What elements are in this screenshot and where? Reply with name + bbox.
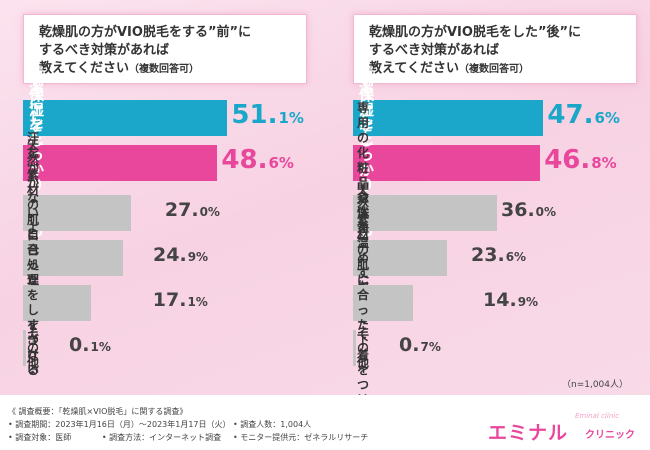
bar (353, 285, 413, 321)
bar-label: 天然素材の肌に合った 下着をつける (357, 183, 370, 422)
bar (353, 330, 356, 366)
bar-value: 48. 6% (221, 145, 294, 181)
value-decimal: 1% (90, 340, 111, 354)
value-decimal: 1% (278, 109, 304, 127)
bar (23, 100, 228, 136)
survey-people: • 調査人数：1,004人 (233, 420, 312, 429)
bar-label: 自己処理をしすぎない (27, 228, 40, 377)
bar (353, 240, 448, 276)
bar-value: 51. 1% (231, 100, 304, 136)
bar (353, 195, 497, 231)
bar-value: 47. 6% (547, 100, 620, 136)
sample-size-note: （n=1,004人） (561, 380, 628, 390)
bar-value: 23. 6% (471, 240, 526, 276)
title-line-3: 教えてください (39, 61, 129, 76)
survey-summary: 《 調査概要：「乾燥肌×VIO脱毛」に関する調査》 • 調査期間：2023年1月… (8, 405, 368, 444)
bar-value: 14. 9% (483, 285, 538, 321)
bar-label: その他 (357, 325, 370, 370)
survey-heading: 《 調査概要：「乾燥肌×VIO脱毛」に関する調査》 (8, 407, 188, 416)
value-decimal: 1% (187, 295, 208, 309)
value-integer: 0. (399, 334, 420, 356)
logo-main-text: エミナル (488, 422, 569, 444)
survey-provider: • モニター提供元：ゼネラルリサーチ (233, 433, 369, 442)
value-integer: 14. (483, 289, 517, 311)
value-integer: 0. (69, 334, 90, 356)
bar (23, 240, 123, 276)
title-subtitle: （複数回答可） (128, 64, 199, 75)
survey-target: • 調査対象：医師 (8, 433, 72, 442)
bar (23, 330, 26, 366)
value-integer: 51. (231, 100, 278, 130)
bar-value: 27. 0% (165, 195, 220, 231)
value-integer: 48. (221, 145, 268, 175)
value-decimal: 6% (268, 154, 294, 172)
bar-label: その他 (27, 325, 40, 370)
value-integer: 23. (471, 244, 505, 266)
value-decimal: 6% (505, 250, 527, 264)
bar-value: 0. 7% (399, 330, 441, 366)
question-box-after: 乾燥肌の方がVIO脱毛をした”後”に するべき対策があれば 教えてください（複数… (353, 14, 637, 84)
title-subtitle: （複数回答可） (458, 64, 529, 75)
bar-value: 46. 8% (544, 145, 617, 181)
bar (23, 145, 218, 181)
title-line-2: するべき対策があれば (39, 43, 170, 58)
survey-period: • 調査期間：2023年1月16日（月）～2023年1月17日（火） (8, 420, 231, 429)
value-decimal: 9% (517, 295, 539, 309)
value-integer: 47. (547, 100, 594, 130)
bar-value: 17. 1% (153, 285, 208, 321)
title-line-3: 教えてください (369, 61, 459, 76)
logo-sub-text: クリニック (585, 430, 635, 441)
value-decimal: 0% (535, 205, 557, 219)
chart-after: 乾燥肌の方がVIO脱毛をした”後”に するべき対策があれば 教えてください（複数… (345, 0, 645, 422)
chart-before: 乾燥肌の方がVIO脱毛をする”前”に するべき対策があれば 教えてください（複数… (15, 0, 315, 385)
value-decimal: 9% (187, 250, 209, 264)
title-line-2: するべき対策があれば (369, 43, 500, 58)
question-box-before: 乾燥肌の方がVIO脱毛をする”前”に するべき対策があれば 教えてください（複数… (23, 14, 307, 84)
survey-method: • 調査方法：インターネット調査 (101, 433, 222, 442)
value-integer: 24. (153, 244, 187, 266)
bar (23, 285, 92, 321)
value-decimal: 0% (199, 205, 220, 219)
value-integer: 46. (544, 145, 591, 175)
value-integer: 36. (501, 199, 535, 221)
value-decimal: 7% (420, 340, 441, 354)
logo-small-text: Eminal clinic (575, 412, 620, 420)
value-integer: 27. (164, 199, 199, 221)
value-decimal: 6% (594, 109, 620, 127)
title-line-1: 乾燥肌の方がVIO脱毛をした”後”に (369, 25, 582, 40)
title-line-1: 乾燥肌の方がVIO脱毛をする”前”に (39, 25, 252, 40)
value-integer: 17. (152, 289, 187, 311)
footer: 《 調査概要：「乾燥肌×VIO脱毛」に関する調査》 • 調査期間：2023年1月… (0, 395, 650, 450)
bar (23, 195, 131, 231)
bar-value: 24. 9% (153, 240, 208, 276)
bar (353, 145, 541, 181)
bar-value: 36. 0% (501, 195, 556, 231)
value-decimal: 8% (591, 154, 617, 172)
bar (353, 100, 544, 136)
bar-value: 0. 1% (69, 330, 111, 366)
